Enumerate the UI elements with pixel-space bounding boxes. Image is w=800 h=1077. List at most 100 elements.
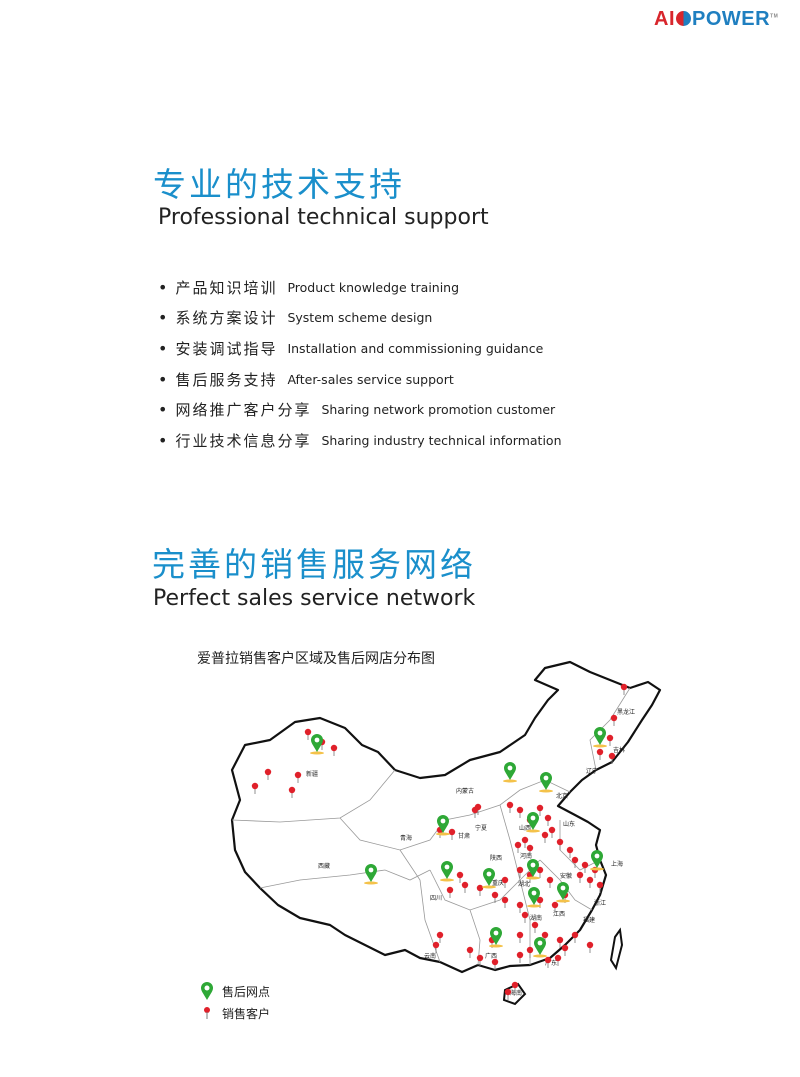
support-item-cn: 安装调试指导: [175, 339, 278, 358]
sales-pin: [620, 683, 628, 695]
province-label: 辽宁: [586, 767, 598, 775]
sales-pin: [554, 954, 562, 966]
province-label: 江西: [553, 911, 565, 918]
sales-pin: [610, 714, 618, 726]
sales-pin: [531, 921, 539, 933]
sales-pin: [501, 896, 509, 908]
support-item-en: After-sales service support: [287, 371, 454, 387]
service-pin: [533, 937, 547, 958]
sales-pin: [516, 806, 524, 818]
sales-pin: [506, 801, 514, 813]
support-item-en: Installation and commissioning guidance: [287, 340, 544, 356]
sales-pin: [571, 856, 579, 868]
sales-pin: [516, 951, 524, 963]
service-pin: [310, 734, 324, 755]
logo-part2: POWER: [692, 8, 771, 30]
logo-tm: TM: [770, 13, 779, 20]
province-label: 北京: [556, 792, 568, 800]
sales-pin: [521, 911, 529, 923]
support-item: • 产品知识培训 Product knowledge training: [158, 272, 562, 303]
bullet: •: [158, 369, 168, 389]
service-pin: [503, 762, 517, 783]
sales-pin: [504, 988, 512, 1000]
sales-pin: [466, 946, 474, 958]
sales-pin: [476, 884, 484, 896]
sales-pin: [536, 866, 544, 878]
support-item: • 网络推广客户分享 Sharing network promotion custo…: [158, 394, 562, 425]
support-item-cn: 系统方案设计: [175, 309, 278, 328]
support-item-cn: 网络推广客户分享: [175, 401, 312, 420]
logo-globe-icon: [676, 11, 691, 26]
sales-pin: [526, 946, 534, 958]
province-label: 广西: [485, 952, 497, 960]
province-label: 海南: [510, 989, 522, 997]
sales-pin: [288, 786, 296, 798]
sales-pin: [511, 981, 519, 993]
sales-pin: [536, 804, 544, 816]
sales-pin: [596, 748, 604, 760]
sales-pin: [586, 876, 594, 888]
service-pin: [527, 887, 541, 908]
sales-pin: [491, 891, 499, 903]
sales-pin: [514, 841, 522, 853]
support-item-en: Sharing network promotion customer: [321, 402, 556, 418]
service-pin-icon: [201, 982, 213, 1000]
province-label: 西藏: [318, 862, 330, 870]
bullet: •: [158, 400, 168, 420]
legend-service-label: 售后网点: [222, 984, 271, 999]
service-pin: [436, 815, 450, 836]
sales-pin: [476, 954, 484, 966]
province-label: 青海: [400, 834, 412, 842]
province-label: 山东: [563, 820, 575, 828]
support-item-en: System scheme design: [287, 310, 433, 326]
province-label: 陕西: [490, 854, 502, 862]
sales-pin: [586, 941, 594, 953]
legend-sales: 销售客户: [200, 1002, 270, 1024]
section1-title-cn: 专业的技术支持: [153, 165, 405, 204]
sales-pin: [521, 836, 529, 848]
sales-pin: [606, 734, 614, 746]
bullet: •: [158, 308, 168, 328]
bullet: •: [158, 338, 168, 358]
service-pin: [526, 859, 540, 880]
sales-pin: [576, 871, 584, 883]
china-outline: [230, 660, 662, 974]
aiopower-logo: AI POWERTM: [654, 8, 778, 31]
province-label: 湖南: [530, 914, 542, 922]
support-item-cn: 产品知识培训: [175, 278, 278, 297]
support-item-en: Sharing industry technical information: [321, 432, 562, 448]
map-legend: 售后网点 销售客户: [200, 980, 270, 1024]
support-item-cn: 售后服务支持: [175, 370, 278, 389]
support-item: • 行业技术信息分享 Sharing industry technical info…: [158, 425, 562, 456]
province-label: 广东: [545, 959, 557, 967]
sales-pin: [544, 814, 552, 826]
province-label: 四川: [430, 895, 442, 902]
bullet: •: [158, 430, 168, 450]
sales-pin: [516, 901, 524, 913]
sales-pin: [294, 771, 302, 783]
sales-pin: [551, 901, 559, 913]
province-label: 黑龙江: [617, 708, 635, 716]
section1-title-en: Professional technical support: [158, 205, 489, 230]
sales-pin: [436, 931, 444, 943]
province-label: 吉林: [613, 746, 625, 754]
service-pin: [593, 727, 607, 748]
sales-pin: [548, 826, 556, 838]
sales-pin: [546, 876, 554, 888]
sales-pin: [556, 838, 564, 850]
sales-pin: [448, 828, 456, 840]
sales-pin: [516, 866, 524, 878]
service-pin: [539, 772, 553, 793]
province-label: 湖北: [518, 880, 530, 888]
province-label: 宁夏: [475, 824, 487, 832]
sales-pin: [596, 881, 604, 893]
legend-service: 售后网点: [200, 980, 270, 1002]
service-pin: [364, 864, 378, 885]
sales-pin: [304, 728, 312, 740]
province-label: 甘肃: [458, 832, 470, 840]
support-item: • 系统方案设计 System scheme design: [158, 303, 562, 334]
sales-pin: [461, 881, 469, 893]
province-label: 福建: [583, 916, 595, 924]
province-label: 山西: [519, 824, 531, 832]
